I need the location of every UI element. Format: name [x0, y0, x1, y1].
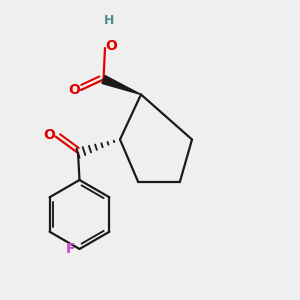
Text: O: O: [68, 83, 80, 97]
Text: O: O: [105, 40, 117, 53]
Polygon shape: [102, 76, 141, 94]
Text: O: O: [43, 128, 55, 142]
Text: F: F: [66, 242, 75, 256]
Text: H: H: [104, 14, 115, 28]
